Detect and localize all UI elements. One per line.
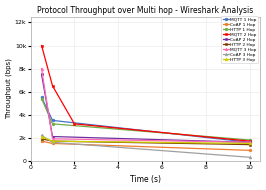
MQTT 2 Hop <box>40 44 43 47</box>
Line: CoAP 3 Hop: CoAP 3 Hop <box>40 134 251 159</box>
X-axis label: Time (s): Time (s) <box>130 175 161 184</box>
Y-axis label: Throughput (bps): Throughput (bps) <box>6 58 12 119</box>
HTTP 1 Hop <box>40 97 43 100</box>
CoAP 1 Hop <box>248 149 251 151</box>
MQTT 3 Hop <box>248 141 251 143</box>
Line: HTTP 1 Hop: HTTP 1 Hop <box>40 97 251 141</box>
HTTP 2 Hop <box>51 140 54 142</box>
Line: MQTT 2 Hop: MQTT 2 Hop <box>40 44 251 142</box>
HTTP 1 Hop <box>51 123 54 125</box>
CoAP 1 Hop <box>51 142 54 145</box>
MQTT 2 Hop <box>51 85 54 87</box>
HTTP 3 Hop <box>40 135 43 138</box>
CoAP 3 Hop <box>248 156 251 158</box>
Title: Protocol Throughput over Multi hop - Wireshark Analysis: Protocol Throughput over Multi hop - Wir… <box>38 6 254 15</box>
Line: CoAP 1 Hop: CoAP 1 Hop <box>40 140 251 152</box>
MQTT 2 Hop <box>248 140 251 142</box>
MQTT 3 Hop <box>40 67 43 70</box>
CoAP 2 Hop <box>51 135 54 138</box>
Line: CoAP 2 Hop: CoAP 2 Hop <box>40 73 251 144</box>
CoAP 2 Hop <box>40 73 43 75</box>
CoAP 3 Hop <box>51 141 54 143</box>
CoAP 3 Hop <box>40 134 43 137</box>
Line: HTTP 3 Hop: HTTP 3 Hop <box>40 135 251 145</box>
Line: MQTT 1 Hop: MQTT 1 Hop <box>40 96 251 144</box>
Legend: MQTT 1 Hop, CoAP 1 Hop, HTTP 1 Hop, MQTT 2 Hop, CoAP 2 Hop, HTTP 2 Hop, MQTT 3 H: MQTT 1 Hop, CoAP 1 Hop, HTTP 1 Hop, MQTT… <box>221 16 258 63</box>
Line: MQTT 3 Hop: MQTT 3 Hop <box>40 67 251 144</box>
HTTP 1 Hop <box>248 139 251 141</box>
HTTP 2 Hop <box>40 138 43 140</box>
MQTT 2 Hop <box>73 123 76 125</box>
MQTT 1 Hop <box>51 119 54 122</box>
HTTP 3 Hop <box>248 142 251 145</box>
MQTT 1 Hop <box>248 141 251 143</box>
Line: HTTP 2 Hop: HTTP 2 Hop <box>40 137 251 146</box>
CoAP 1 Hop <box>40 140 43 142</box>
CoAP 2 Hop <box>248 141 251 143</box>
HTTP 2 Hop <box>248 143 251 146</box>
MQTT 1 Hop <box>40 96 43 98</box>
MQTT 3 Hop <box>51 138 54 140</box>
HTTP 3 Hop <box>51 140 54 142</box>
